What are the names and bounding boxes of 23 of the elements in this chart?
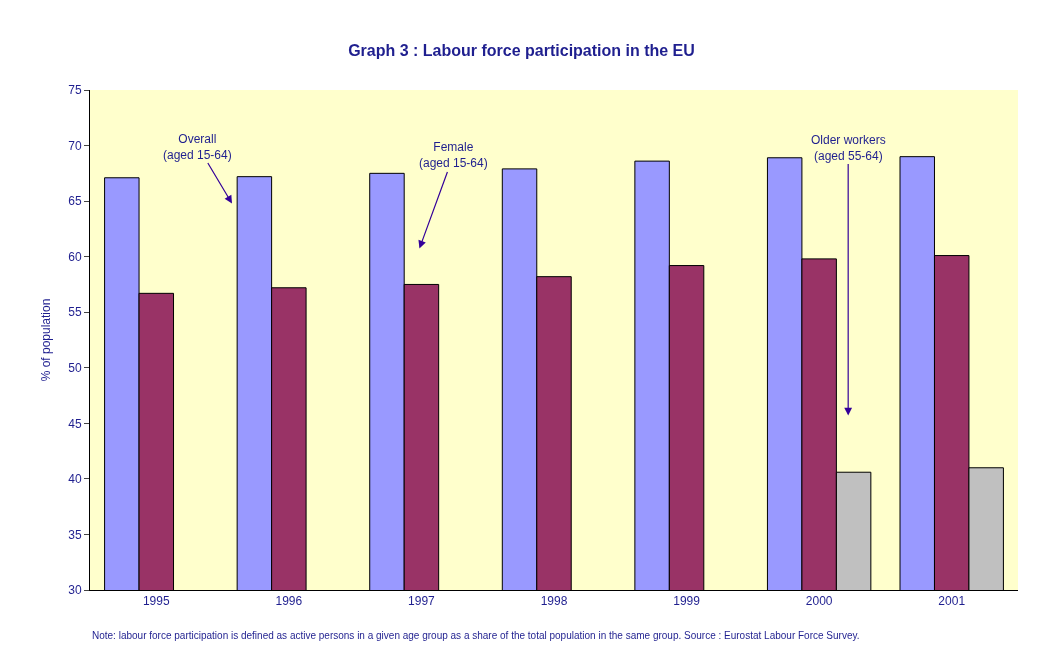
y-tick-label: 40: [68, 472, 82, 487]
x-tick-label: 1998: [540, 594, 568, 609]
y-tick-label: 70: [68, 138, 82, 153]
y-tick-label: 55: [68, 305, 82, 320]
annotation: Overall (aged 15-64): [163, 132, 232, 162]
annotation: Older workers (aged 55-64): [811, 133, 886, 163]
x-tick-label: 1997: [408, 594, 436, 609]
x-tick-label: 1996: [275, 594, 303, 609]
x-tick-label: 1999: [673, 594, 701, 609]
x-tick-label: 1995: [142, 594, 170, 609]
y-tick-label: 75: [68, 83, 82, 98]
text: Note: labour force participation is defined as active persons in a given age group as a share of the total population in the same group. Source : Eurostat Labour Force Survey.: [92, 630, 860, 641]
chart-title: Graph 3 : Labour force participation in the EU: [348, 42, 695, 60]
x-tick-label: 2000: [805, 594, 833, 609]
annotation: Female (aged 15-64): [419, 140, 488, 170]
y-axis-title: % of population: [38, 298, 53, 382]
x-tick-label: 2001: [938, 594, 966, 609]
y-tick-label: 60: [68, 249, 82, 264]
y-tick-label: 45: [68, 416, 82, 431]
y-tick-label: 50: [68, 360, 82, 375]
y-tick-label: 35: [68, 527, 82, 542]
y-tick-label: 65: [68, 194, 82, 209]
y-tick-label: 30: [68, 583, 82, 598]
